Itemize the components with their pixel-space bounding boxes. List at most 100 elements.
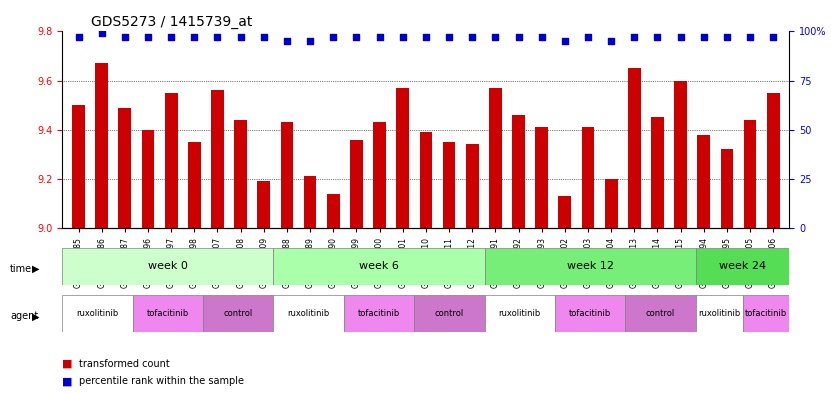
Text: control: control: [435, 309, 464, 318]
Point: [188, 34, 201, 40]
Bar: [141, 130, 155, 228]
Text: agent: agent: [10, 311, 38, 321]
Text: week 12: week 12: [567, 261, 613, 271]
Point: [697, 34, 711, 40]
Bar: [582, 127, 594, 228]
Text: ruxolitinib: ruxolitinib: [499, 309, 541, 318]
Bar: [767, 93, 779, 228]
Bar: [72, 105, 85, 228]
Point: [95, 30, 108, 37]
Bar: [203, 295, 273, 332]
Text: percentile rank within the sample: percentile rank within the sample: [79, 376, 244, 386]
Bar: [373, 122, 386, 228]
Point: [165, 34, 178, 40]
Text: control: control: [646, 309, 675, 318]
Text: transformed count: transformed count: [79, 358, 170, 369]
Bar: [327, 193, 340, 228]
Point: [465, 34, 479, 40]
Text: ■: ■: [62, 376, 73, 386]
Bar: [62, 295, 133, 332]
Bar: [344, 295, 414, 332]
Bar: [743, 295, 789, 332]
Bar: [414, 295, 484, 332]
Text: ▶: ▶: [32, 264, 39, 274]
Text: ruxolitinib: ruxolitinib: [76, 309, 119, 318]
Bar: [258, 181, 270, 228]
Text: tofacitinib: tofacitinib: [745, 309, 787, 318]
Bar: [535, 127, 548, 228]
Bar: [484, 295, 555, 332]
Point: [396, 34, 410, 40]
Bar: [555, 295, 625, 332]
Text: ruxolitinib: ruxolitinib: [288, 309, 330, 318]
Bar: [489, 88, 502, 228]
Text: ■: ■: [62, 358, 73, 369]
Point: [674, 34, 687, 40]
Bar: [62, 248, 273, 285]
Text: week 24: week 24: [719, 261, 766, 271]
Point: [373, 34, 386, 40]
Point: [582, 34, 595, 40]
Point: [766, 34, 779, 40]
Bar: [188, 142, 201, 228]
Text: ruxolitinib: ruxolitinib: [698, 309, 740, 318]
Text: tofacitinib: tofacitinib: [358, 309, 400, 318]
Text: control: control: [224, 309, 253, 318]
Bar: [558, 196, 571, 228]
Point: [627, 34, 641, 40]
Bar: [720, 149, 733, 228]
Bar: [512, 115, 525, 228]
Point: [744, 34, 757, 40]
Bar: [350, 140, 363, 228]
Bar: [396, 88, 409, 228]
Bar: [420, 132, 432, 228]
Bar: [165, 93, 178, 228]
Point: [280, 38, 293, 44]
Bar: [484, 248, 696, 285]
Bar: [304, 176, 317, 228]
Bar: [96, 63, 108, 228]
Point: [489, 34, 502, 40]
Bar: [119, 108, 131, 228]
Point: [141, 34, 155, 40]
Bar: [697, 134, 711, 228]
Bar: [625, 295, 696, 332]
Bar: [443, 142, 455, 228]
Bar: [696, 295, 743, 332]
Point: [257, 34, 270, 40]
Point: [118, 34, 131, 40]
Bar: [744, 120, 756, 228]
Point: [327, 34, 340, 40]
Point: [720, 34, 734, 40]
Point: [558, 38, 572, 44]
Point: [535, 34, 548, 40]
Bar: [281, 122, 293, 228]
Text: week 6: week 6: [359, 261, 399, 271]
Point: [512, 34, 525, 40]
Text: time: time: [10, 264, 32, 274]
Point: [303, 38, 317, 44]
Text: tofacitinib: tofacitinib: [147, 309, 189, 318]
Point: [604, 38, 617, 44]
Point: [651, 34, 664, 40]
Text: GDS5273 / 1415739_at: GDS5273 / 1415739_at: [91, 15, 253, 29]
Bar: [628, 68, 641, 228]
Point: [72, 34, 86, 40]
Text: ▶: ▶: [32, 311, 39, 321]
Bar: [466, 145, 479, 228]
Bar: [605, 179, 617, 228]
Point: [211, 34, 224, 40]
Bar: [273, 295, 344, 332]
Bar: [674, 81, 687, 228]
Point: [419, 34, 432, 40]
Bar: [273, 248, 484, 285]
Point: [234, 34, 248, 40]
Bar: [133, 295, 203, 332]
Bar: [234, 120, 247, 228]
Point: [350, 34, 363, 40]
Text: week 0: week 0: [148, 261, 188, 271]
Bar: [651, 118, 664, 228]
Bar: [211, 90, 224, 228]
Bar: [696, 248, 789, 285]
Text: tofacitinib: tofacitinib: [569, 309, 612, 318]
